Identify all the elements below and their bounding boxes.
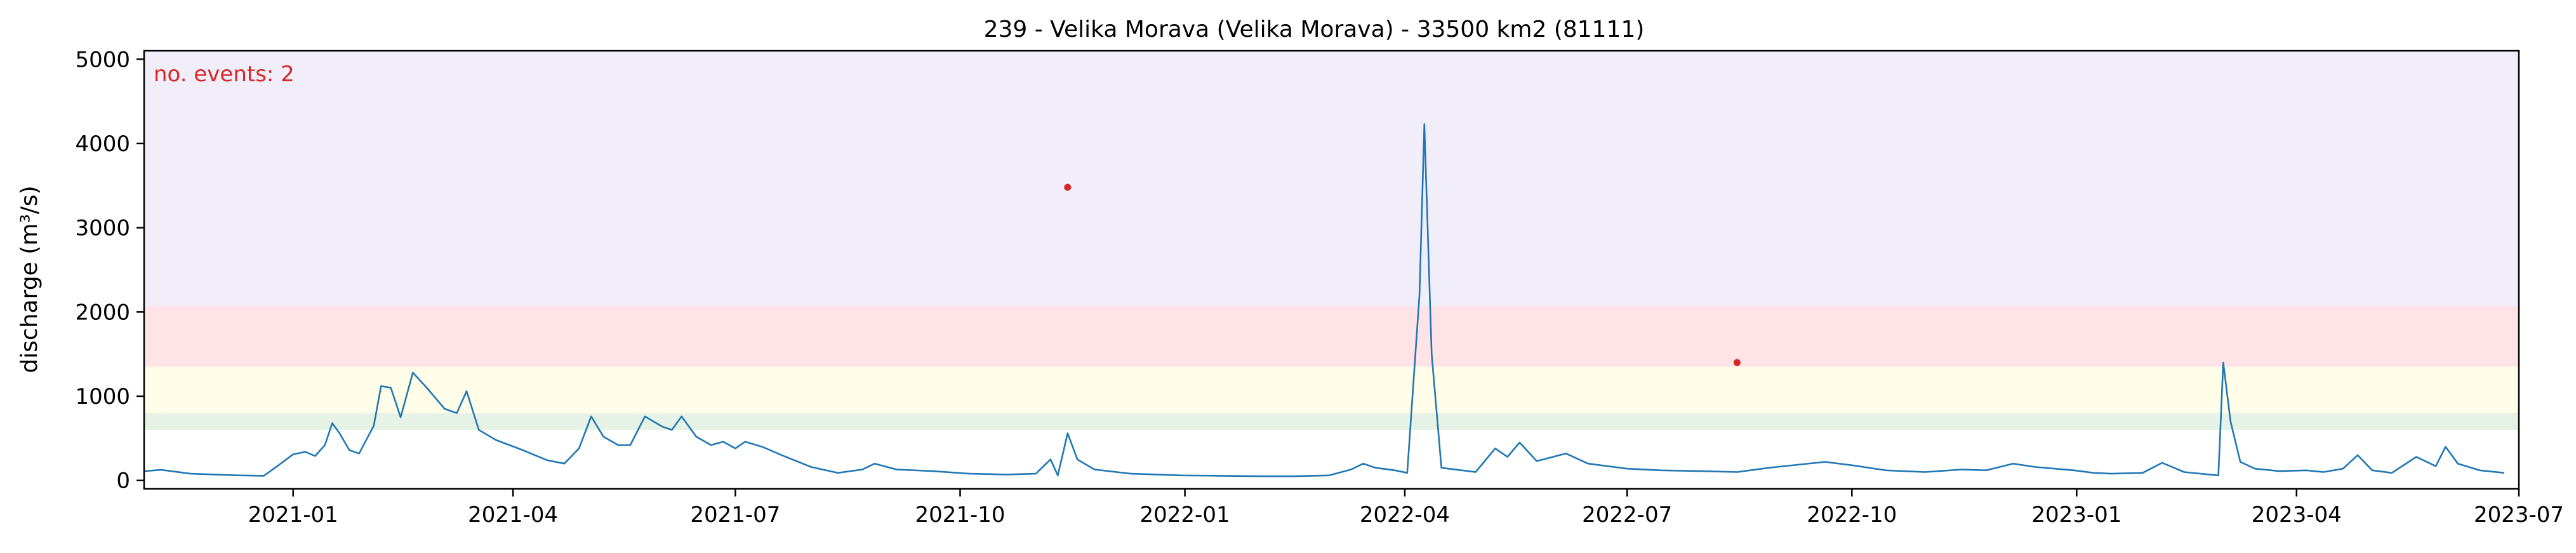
y-axis-label: discharge (m³/s) xyxy=(17,185,43,373)
plot-frame xyxy=(143,50,2520,490)
y-tick-label-5: 5000 xyxy=(75,47,130,72)
threshold-band-1 xyxy=(144,366,2519,413)
x-tick-label-0: 2021-01 xyxy=(248,502,338,528)
y-tick-label-3: 3000 xyxy=(75,216,130,241)
discharge-series xyxy=(143,123,2505,477)
x-tick-label-9: 2023-04 xyxy=(2252,502,2342,528)
y-tick-label-2: 2000 xyxy=(75,300,130,325)
x-tick-label-10: 2023-07 xyxy=(2474,502,2564,528)
x-tick-label-2: 2021-07 xyxy=(690,502,780,528)
chart-title: 239 - Velika Morava (Velika Morava) - 33… xyxy=(984,17,1645,43)
x-tick-label-5: 2022-04 xyxy=(1360,502,1450,528)
x-axis: 2021-01 2021-04 2021-07 2021-10 2022-01 2022-… xyxy=(248,489,2564,528)
y-tick-label-0: 0 xyxy=(116,469,130,494)
threshold-band-3 xyxy=(144,51,2519,307)
x-tick-label-6: 2022-07 xyxy=(1582,502,1672,528)
x-tick-label-7: 2022-10 xyxy=(1807,502,1897,528)
threshold-band-2 xyxy=(144,306,2519,367)
y-tick-label-1: 1000 xyxy=(75,384,130,410)
events-count-annotation: no. events: 2 xyxy=(154,62,295,87)
y-axis: 0 1000 2000 3000 4000 5000 xyxy=(75,47,144,494)
x-tick-label-8: 2023-01 xyxy=(2031,502,2121,528)
event-markers xyxy=(1064,183,1741,366)
event-marker-0 xyxy=(1064,183,1072,191)
discharge-line-0 xyxy=(143,123,2505,477)
x-tick-label-1: 2021-04 xyxy=(468,502,558,528)
x-tick-label-4: 2022-01 xyxy=(1140,502,1230,528)
threshold-bands xyxy=(144,51,2519,430)
y-tick-label-4: 4000 xyxy=(75,131,130,157)
x-tick-label-3: 2021-10 xyxy=(915,502,1005,528)
event-marker-1 xyxy=(1733,359,1741,366)
threshold-band-0 xyxy=(144,413,2519,430)
